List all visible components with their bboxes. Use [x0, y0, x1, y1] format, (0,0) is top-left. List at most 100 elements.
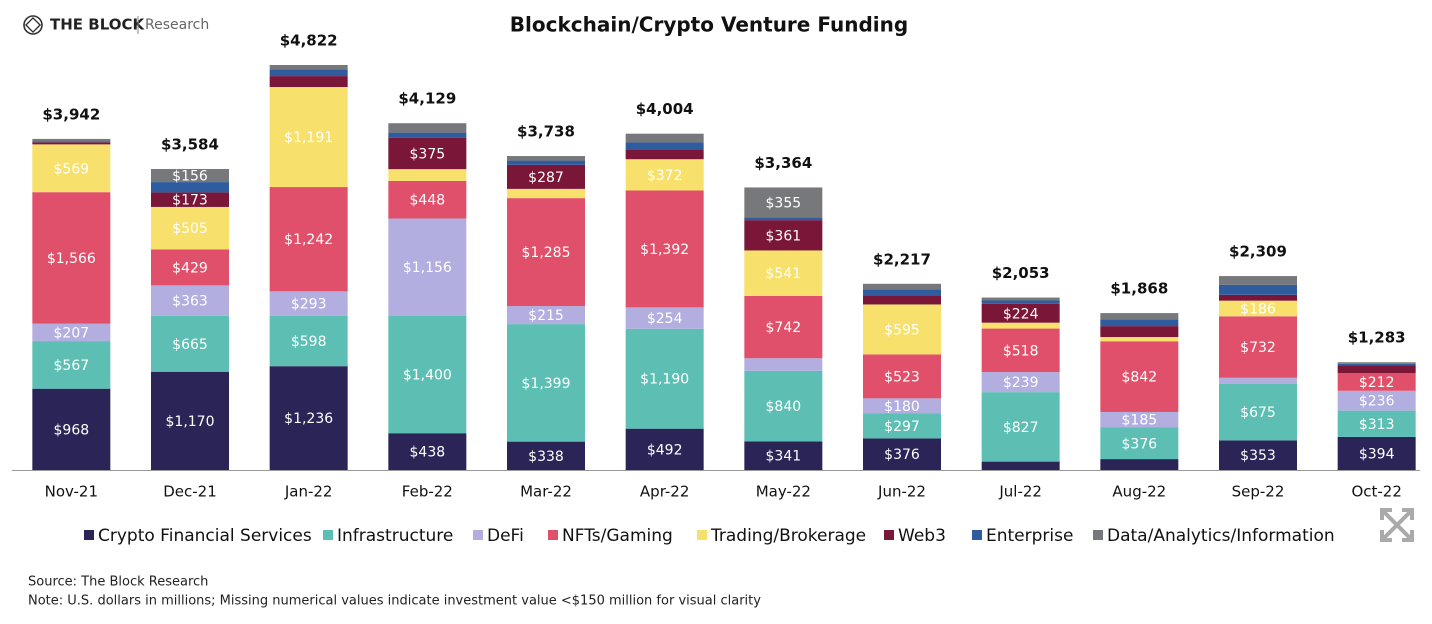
bar-segment	[151, 182, 229, 193]
bar-segment	[981, 392, 1060, 462]
value-label: $505	[172, 221, 208, 237]
logo-icon-inner	[24, 16, 42, 34]
value-label: $429	[172, 260, 208, 276]
value-label: $375	[410, 146, 446, 162]
bar-segment	[32, 141, 111, 143]
logo: THE BLOCK Research	[23, 15, 209, 35]
legend-swatch	[697, 530, 707, 540]
chart-title: Blockchain/Crypto Venture Funding	[510, 13, 908, 37]
value-label: $338	[528, 449, 564, 465]
bar-segment	[625, 149, 704, 160]
value-label: $173	[172, 193, 208, 209]
value-label: $1,236	[284, 411, 333, 427]
bar-segment	[1100, 459, 1179, 470]
value-label: $186	[1240, 301, 1276, 317]
x-tick-label: May-22	[756, 483, 811, 501]
value-label: $372	[647, 168, 683, 184]
bar-segment	[863, 283, 941, 290]
value-label: $569	[54, 161, 90, 177]
bar-segment	[744, 370, 823, 442]
value-label: $355	[766, 195, 802, 211]
legend-swatch	[972, 530, 982, 540]
x-tick-label: Aug-22	[1112, 483, 1166, 501]
value-label: $376	[884, 447, 920, 463]
bar-segment	[744, 295, 823, 359]
value-label: $1,566	[47, 251, 96, 267]
bar-segment	[1100, 427, 1179, 460]
x-tick-label: Apr-22	[640, 483, 690, 501]
value-label: $207	[54, 325, 90, 341]
legend-swatch	[884, 530, 894, 540]
bar-segment	[388, 137, 467, 170]
x-tick-label: Jul-22	[998, 483, 1042, 501]
bar-segment	[32, 323, 111, 342]
value-label: $840	[766, 399, 802, 415]
bar-segment	[625, 328, 704, 429]
value-label: $1,191	[284, 130, 333, 146]
expand-lines	[1380, 508, 1414, 542]
expand-corners	[1380, 508, 1414, 542]
brand-sub: Research	[145, 17, 209, 33]
value-label: $438	[410, 445, 446, 461]
value-label: $293	[291, 297, 327, 313]
value-label: $1,285	[522, 245, 571, 261]
value-label: $842	[1122, 370, 1158, 386]
value-label: $185	[1122, 413, 1158, 429]
bar-segment	[1100, 337, 1179, 342]
bar-segment	[151, 192, 229, 207]
legend-label: Trading/Brokerage	[710, 526, 866, 546]
value-label: $1,242	[284, 232, 333, 248]
bar-segment	[625, 159, 704, 191]
value-label: $448	[410, 193, 446, 209]
legend-swatch	[84, 530, 94, 540]
bar-segment	[269, 76, 348, 88]
legend-label: NFTs/Gaming	[562, 526, 673, 546]
value-label: $492	[647, 442, 683, 458]
value-label: $1,392	[640, 242, 689, 258]
bar-segment	[981, 328, 1060, 373]
bar-segment	[863, 289, 941, 296]
bar-segment	[1337, 365, 1416, 373]
brand: THE BLOCK	[50, 16, 145, 34]
value-label: $239	[1003, 375, 1039, 391]
value-label: $523	[884, 369, 920, 385]
x-tick-label: Feb-22	[402, 483, 453, 501]
bar-segment	[1219, 377, 1297, 384]
bar-segment	[151, 285, 229, 316]
bar-segment	[388, 132, 467, 138]
value-label: $156	[172, 169, 208, 185]
bar-segment	[269, 65, 348, 70]
bar-segment	[1219, 284, 1297, 295]
bar-segment	[744, 358, 823, 371]
value-label: $313	[1359, 417, 1395, 433]
value-label: $595	[884, 322, 920, 338]
bar-segment	[1100, 319, 1179, 327]
bar-segment	[744, 441, 823, 470]
bar-segment	[388, 123, 467, 133]
bar-segment	[507, 156, 585, 161]
value-label: $224	[1003, 306, 1039, 322]
bar-segment	[981, 322, 1060, 329]
bar-segment	[32, 192, 111, 324]
legend-label: DeFi	[487, 526, 524, 546]
value-label: $732	[1240, 340, 1276, 356]
bar-segment	[507, 188, 585, 199]
value-label: $341	[766, 449, 802, 465]
bar-segment	[507, 441, 585, 470]
bar-segment	[981, 303, 1060, 323]
bar-segment	[1100, 341, 1179, 412]
value-label: $1,156	[403, 260, 452, 276]
bar-segment	[32, 138, 111, 142]
value-label: $827	[1003, 420, 1039, 436]
bar-segment	[269, 366, 348, 470]
legend-swatch	[323, 530, 333, 540]
value-label: $180	[884, 399, 920, 415]
total-label: $2,217	[873, 250, 931, 268]
bar-segment	[151, 315, 229, 372]
bar-segment	[744, 220, 823, 251]
bar-segment	[32, 142, 111, 145]
bar-segment	[1100, 326, 1179, 338]
value-label: $675	[1240, 405, 1276, 421]
bar-segment	[1219, 440, 1297, 470]
expand-icon[interactable]	[1380, 508, 1414, 542]
